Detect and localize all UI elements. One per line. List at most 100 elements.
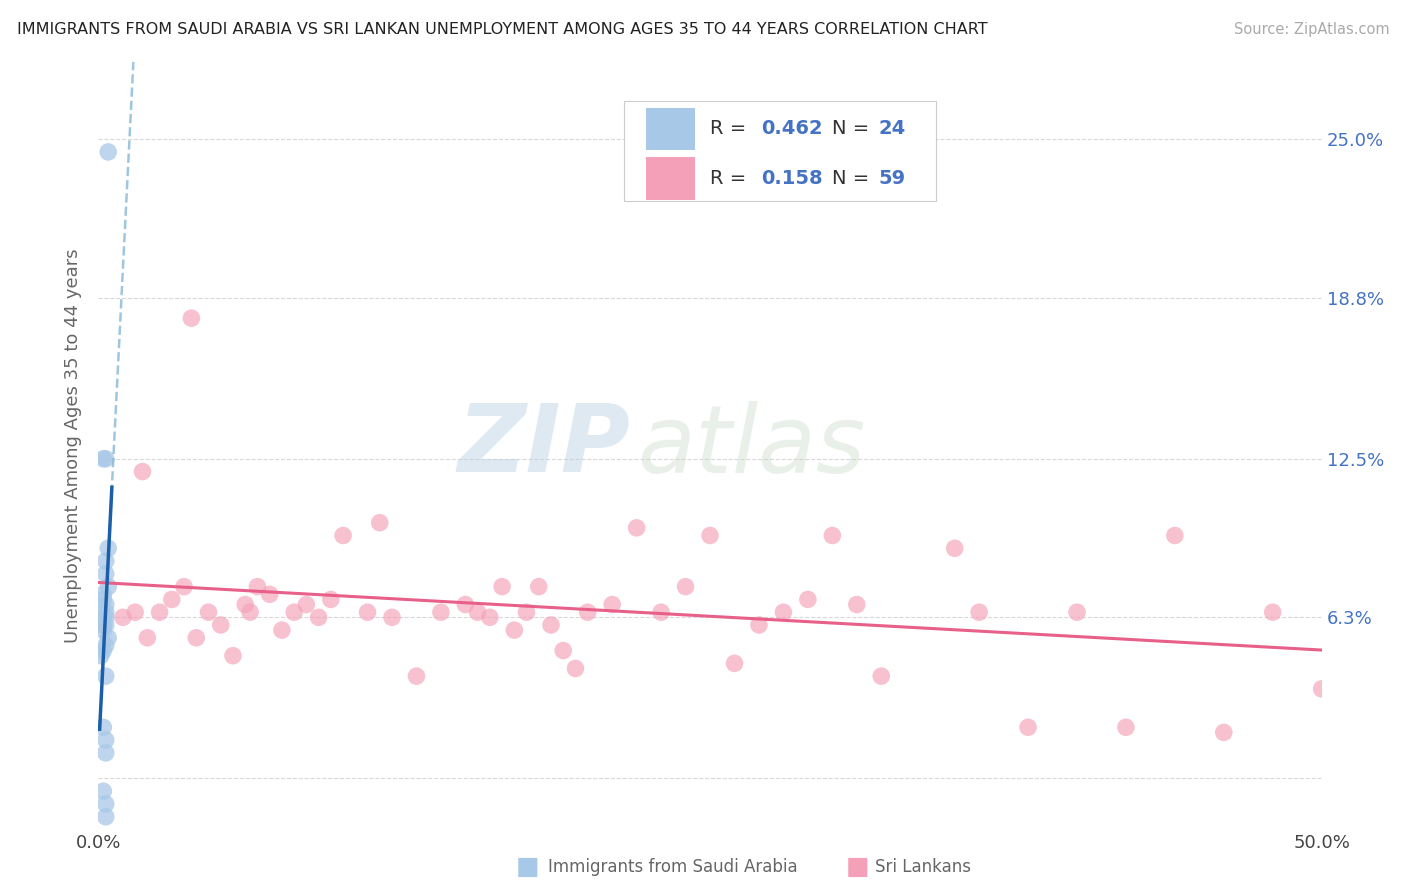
Point — [91, 720, 114, 734]
Text: Immigrants from Saudi Arabia: Immigrants from Saudi Arabia — [548, 858, 799, 876]
Point — [723, 657, 745, 671]
Text: N =: N = — [832, 169, 876, 188]
Point — [94, 810, 117, 824]
Point — [454, 598, 477, 612]
Text: ■: ■ — [846, 855, 869, 879]
Point — [124, 605, 146, 619]
Point — [94, 746, 117, 760]
Point — [91, 618, 114, 632]
Point — [91, 592, 114, 607]
Point — [699, 528, 721, 542]
Text: ZIP: ZIP — [457, 400, 630, 492]
Point — [967, 605, 990, 619]
Point — [94, 610, 117, 624]
Point — [209, 618, 232, 632]
Point — [467, 605, 489, 619]
Point — [319, 592, 342, 607]
Point — [1212, 725, 1234, 739]
Point — [405, 669, 427, 683]
Point — [553, 643, 575, 657]
Text: 59: 59 — [879, 169, 905, 188]
Point — [97, 541, 120, 556]
Point — [180, 311, 202, 326]
Text: R =: R = — [710, 169, 752, 188]
Point — [91, 610, 114, 624]
Point — [94, 669, 117, 683]
Point — [246, 580, 269, 594]
Point — [270, 623, 294, 637]
Point — [239, 605, 262, 619]
Point — [1261, 605, 1284, 619]
FancyBboxPatch shape — [624, 101, 936, 201]
Point — [675, 580, 697, 594]
Point — [149, 605, 172, 619]
Point — [381, 610, 404, 624]
Point — [368, 516, 391, 530]
Point — [233, 598, 256, 612]
Point — [650, 605, 672, 619]
FancyBboxPatch shape — [647, 108, 696, 150]
Point — [91, 587, 114, 601]
Point — [1017, 720, 1039, 734]
Point — [491, 580, 513, 594]
Text: IMMIGRANTS FROM SAUDI ARABIA VS SRI LANKAN UNEMPLOYMENT AMONG AGES 35 TO 44 YEAR: IMMIGRANTS FROM SAUDI ARABIA VS SRI LANK… — [17, 22, 987, 37]
Point — [94, 733, 117, 747]
Point — [576, 605, 599, 619]
Point — [845, 598, 868, 612]
Point — [197, 605, 219, 619]
Text: 0.462: 0.462 — [762, 120, 823, 138]
Point — [94, 554, 117, 568]
Point — [94, 639, 117, 653]
Point — [626, 521, 648, 535]
Point — [527, 580, 550, 594]
Text: N =: N = — [832, 120, 876, 138]
Point — [173, 580, 195, 594]
Point — [131, 465, 153, 479]
Point — [94, 605, 117, 619]
Text: 0.158: 0.158 — [762, 169, 823, 188]
Point — [283, 605, 305, 619]
Point — [94, 566, 117, 581]
Point — [943, 541, 966, 556]
Point — [356, 605, 378, 619]
Point — [94, 797, 117, 811]
Point — [748, 618, 770, 632]
Point — [94, 598, 117, 612]
Point — [478, 610, 501, 624]
Point — [1066, 605, 1088, 619]
Point — [91, 451, 114, 466]
Point — [186, 631, 208, 645]
Point — [97, 580, 120, 594]
Point — [97, 145, 120, 159]
Point — [91, 623, 114, 637]
Point — [1310, 681, 1333, 696]
Point — [90, 648, 112, 663]
Point — [97, 631, 120, 645]
Point — [94, 451, 117, 466]
Text: Source: ZipAtlas.com: Source: ZipAtlas.com — [1233, 22, 1389, 37]
Point — [308, 610, 330, 624]
FancyBboxPatch shape — [647, 158, 696, 200]
Text: atlas: atlas — [637, 401, 865, 491]
Point — [160, 592, 183, 607]
Point — [295, 598, 318, 612]
Text: Sri Lankans: Sri Lankans — [875, 858, 970, 876]
Text: 24: 24 — [879, 120, 905, 138]
Point — [797, 592, 820, 607]
Point — [1164, 528, 1187, 542]
Point — [332, 528, 354, 542]
Text: ■: ■ — [516, 855, 538, 879]
Point — [1115, 720, 1137, 734]
Text: R =: R = — [710, 120, 752, 138]
Point — [136, 631, 159, 645]
Point — [821, 528, 844, 542]
Point — [515, 605, 537, 619]
Y-axis label: Unemployment Among Ages 35 to 44 years: Unemployment Among Ages 35 to 44 years — [65, 249, 83, 643]
Point — [772, 605, 794, 619]
Point — [503, 623, 526, 637]
Point — [430, 605, 453, 619]
Point — [91, 643, 114, 657]
Point — [222, 648, 245, 663]
Point — [564, 661, 586, 675]
Point — [259, 587, 281, 601]
